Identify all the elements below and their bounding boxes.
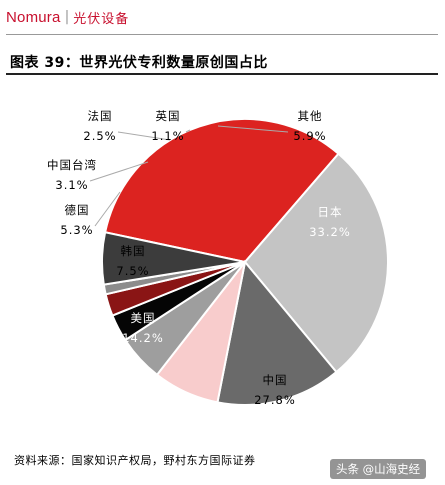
slice-label-other-name: 其他 <box>297 109 323 123</box>
slice-label-usa: 美国 14.2% <box>122 308 164 348</box>
slice-label-france: 法国 2.5% <box>83 106 116 146</box>
slice-label-other-value: 5.9% <box>293 129 327 143</box>
pie-slice-japan <box>103 118 340 264</box>
slice-label-usa-value: 14.2% <box>122 331 164 345</box>
slice-label-usa-name: 美国 <box>130 311 156 325</box>
slice-label-taiwan-value: 3.1% <box>55 178 89 192</box>
slice-label-china-name: 中国 <box>262 373 288 387</box>
slice-label-korea-value: 7.5% <box>116 264 150 278</box>
leader-line-france <box>117 131 171 141</box>
slice-label-germany: 德国 5.3% <box>60 200 93 240</box>
brand-logo: Nomura <box>6 8 61 26</box>
leader-line-other <box>217 125 289 133</box>
slice-label-uk-value: 1.1% <box>151 129 185 143</box>
slice-label-taiwan: 中国台湾 3.1% <box>47 155 97 195</box>
pie-slice-usa <box>216 259 338 406</box>
slice-label-japan-value: 33.2% <box>309 225 351 239</box>
slice-label-korea: 韩国 7.5% <box>116 241 149 281</box>
title-divider <box>6 73 438 75</box>
slice-label-taiwan-name: 中国台湾 <box>47 158 97 172</box>
slice-label-uk: 英国 1.1% <box>151 106 184 146</box>
slice-label-china-value: 27.8% <box>254 393 296 407</box>
leader-line-uk <box>185 129 191 133</box>
slice-label-other: 其他 5.9% <box>293 106 326 146</box>
header-divider <box>6 34 438 35</box>
slice-label-france-name: 法国 <box>87 109 113 123</box>
figure-title: 图表 39：世界光伏专利数量原创国占比 <box>10 55 268 71</box>
slice-label-japan: 日本 33.2% <box>309 202 351 242</box>
slice-label-germany-value: 5.3% <box>60 223 94 237</box>
slice-label-korea-name: 韩国 <box>120 244 146 258</box>
leader-line-germany <box>94 191 121 227</box>
slice-label-germany-name: 德国 <box>64 203 90 217</box>
section-name: 光伏设备 <box>73 11 130 27</box>
slice-label-china: 中国 27.8% <box>254 370 296 410</box>
leader-line-taiwan <box>89 161 149 182</box>
report-header: Nomura | 光伏设备 <box>6 6 129 28</box>
pie-slice-china <box>243 152 389 374</box>
slice-label-japan-name: 日本 <box>317 205 343 219</box>
watermark-badge: 头条 @山海史经 <box>330 459 427 479</box>
pie-slice-other <box>101 231 246 286</box>
slice-label-uk-name: 英国 <box>155 109 181 123</box>
slice-label-france-value: 2.5% <box>83 129 117 143</box>
source-note: 资料来源：国家知识产权局，野村东方国际证券 <box>14 454 256 467</box>
header-separator: | <box>64 9 70 25</box>
